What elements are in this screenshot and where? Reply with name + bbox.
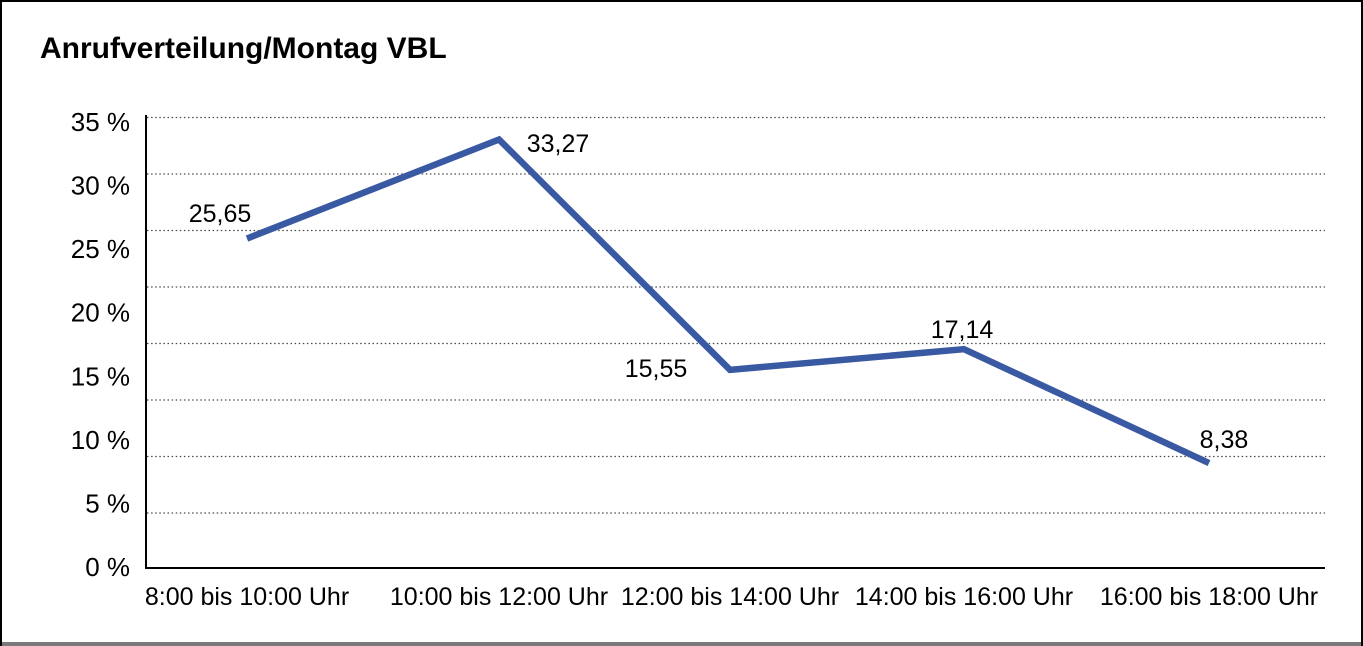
data-point-label: 17,14 xyxy=(931,316,994,344)
x-axis-category-label: 8:00 bis 10:00 Uhr xyxy=(145,583,349,611)
data-point-label: 8,38 xyxy=(1200,426,1249,454)
x-axis-category-label: 10:00 bis 12:00 Uhr xyxy=(390,583,608,611)
chart-title: Anrufverteilung/Montag VBL xyxy=(40,32,447,65)
x-axis-category-label: 16:00 bis 18:00 Uhr xyxy=(1100,583,1318,611)
data-series-line xyxy=(245,135,1211,467)
data-point-label: 33,27 xyxy=(527,130,590,158)
y-axis-tick-label: 15 % xyxy=(71,361,130,391)
bottom-edge-bar xyxy=(2,642,1361,646)
data-point-label: 15,55 xyxy=(625,355,688,383)
y-axis-tick-label: 30 % xyxy=(71,171,130,201)
y-axis-tick-label: 10 % xyxy=(71,425,130,455)
y-axis-tick-label: 5 % xyxy=(85,488,130,518)
y-axis-tick-label: 20 % xyxy=(71,298,130,328)
x-axis-category-label: 14:00 bis 16:00 Uhr xyxy=(855,583,1073,611)
data-point-label: 25,65 xyxy=(189,200,252,228)
y-axis-tick-label: 0 % xyxy=(85,552,130,582)
y-axis-tick-label: 25 % xyxy=(71,234,130,264)
x-axis-category-label: 12:00 bis 14:00 Uhr xyxy=(621,583,839,611)
y-axis-tick-label: 35 % xyxy=(71,107,130,137)
